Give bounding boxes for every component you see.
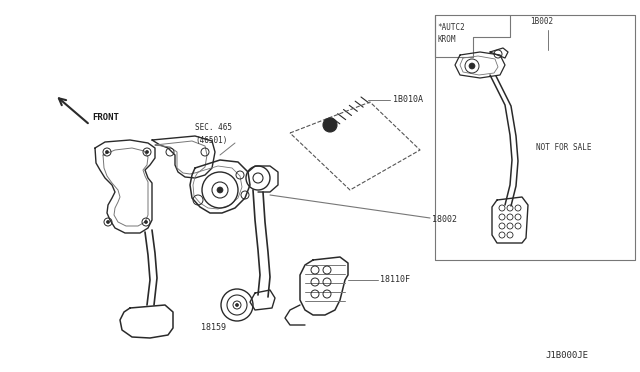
Circle shape — [469, 63, 475, 69]
Text: KROM: KROM — [437, 35, 456, 45]
Text: SEC. 465: SEC. 465 — [195, 124, 232, 132]
Text: 18159: 18159 — [202, 324, 227, 333]
Circle shape — [323, 118, 337, 132]
Circle shape — [236, 304, 239, 307]
Text: J1B000JE: J1B000JE — [545, 350, 588, 359]
Text: FRONT: FRONT — [92, 113, 119, 122]
Circle shape — [217, 187, 223, 193]
Text: 1B010A: 1B010A — [393, 96, 423, 105]
Circle shape — [106, 221, 109, 224]
Text: 18002: 18002 — [432, 215, 457, 224]
Text: NOT FOR SALE: NOT FOR SALE — [536, 144, 591, 153]
Circle shape — [106, 151, 109, 154]
Text: 1B002: 1B002 — [530, 17, 553, 26]
Circle shape — [145, 151, 148, 154]
Text: 18110F: 18110F — [380, 276, 410, 285]
Text: (46501): (46501) — [195, 135, 227, 144]
Circle shape — [145, 221, 147, 224]
Text: *AUTC2: *AUTC2 — [437, 23, 465, 32]
